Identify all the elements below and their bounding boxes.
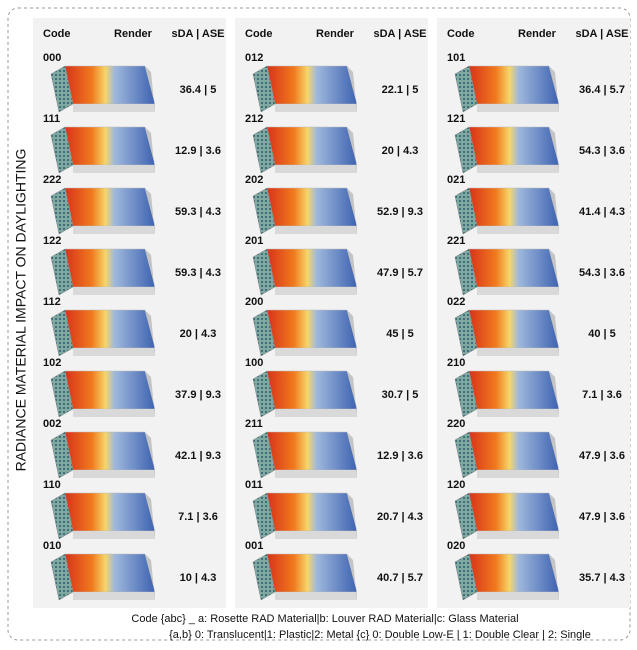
row-code: 021 (447, 174, 465, 186)
render-image (51, 310, 155, 356)
row-code: 201 (245, 235, 263, 247)
row-code: 212 (245, 113, 263, 125)
render-image (253, 432, 357, 478)
render-image (455, 188, 559, 234)
sda-ase-value: 20 | 4.3 (382, 145, 419, 157)
row-code: 222 (43, 174, 61, 186)
column-header: Code (245, 28, 273, 40)
column-header: sDA | ASE (374, 28, 427, 40)
sda-ase-value: 20.7 | 4.3 (377, 511, 423, 523)
row-code: 102 (43, 357, 61, 369)
row-code: 002 (43, 418, 61, 430)
render-image (455, 554, 559, 600)
render-image (253, 310, 357, 356)
footer-line: Code {abc} _ a: Rosette RAD Material|b: … (131, 613, 518, 625)
panel: Code Render sDA | ASE 000 36.4 | 5 111 12.9 | … (33, 18, 226, 608)
sda-ase-value: 54.3 | 3.6 (579, 267, 625, 279)
row-code: 121 (447, 113, 465, 125)
sda-ase-value: 7.1 | 3.6 (178, 511, 218, 523)
sda-ase-value: 47.9 | 3.6 (579, 450, 625, 462)
column-header: Render (316, 28, 355, 40)
render-image (51, 371, 155, 417)
sda-ase-value: 35.7 | 4.3 (579, 572, 625, 584)
render-image (253, 493, 357, 539)
row-code: 221 (447, 235, 465, 247)
sda-ase-value: 42.1 | 9.3 (175, 450, 221, 462)
render-image (253, 66, 357, 112)
row-code: 220 (447, 418, 465, 430)
figure: RADIANCE MATERIAL IMPACT ON DAYLIGHTING … (0, 0, 637, 645)
sda-ase-value: 36.4 | 5.7 (579, 84, 625, 96)
render-image (455, 66, 559, 112)
row-code: 011 (245, 479, 263, 491)
row-code: 210 (447, 357, 465, 369)
column-header: Code (43, 28, 71, 40)
render-image (253, 127, 357, 173)
render-image (51, 554, 155, 600)
render-image (253, 554, 357, 600)
row-code: 012 (245, 52, 263, 64)
sda-ase-value: 36.4 | 5 (180, 84, 217, 96)
row-code: 122 (43, 235, 61, 247)
sda-ase-value: 22.1 | 5 (382, 84, 419, 96)
sda-ase-value: 41.4 | 4.3 (579, 206, 625, 218)
row-code: 202 (245, 174, 263, 186)
sda-ase-value: 54.3 | 3.6 (579, 145, 625, 157)
render-image (455, 310, 559, 356)
sda-ase-value: 47.9 | 3.6 (579, 511, 625, 523)
sda-ase-value: 47.9 | 5.7 (377, 267, 423, 279)
sda-ase-value: 52.9 | 9.3 (377, 206, 423, 218)
column-header: Code (447, 28, 475, 40)
sda-ase-value: 12.9 | 3.6 (377, 450, 423, 462)
render-image (51, 188, 155, 234)
sda-ase-value: 7.1 | 3.6 (582, 389, 622, 401)
render-image (455, 127, 559, 173)
row-code: 000 (43, 52, 61, 64)
render-image (51, 432, 155, 478)
row-code: 001 (245, 540, 263, 552)
column-header: Render (518, 28, 557, 40)
row-code: 112 (43, 296, 61, 308)
sda-ase-value: 59.3 | 4.3 (175, 206, 221, 218)
render-image (51, 493, 155, 539)
panel: Code Render sDA | ASE 101 36.4 | 5.7 121 54.3 … (437, 18, 630, 608)
render-image (253, 371, 357, 417)
render-image (253, 249, 357, 295)
row-code: 111 (43, 113, 60, 125)
panel: Code Render sDA | ASE 012 22.1 | 5 212 20 | 4.… (235, 18, 428, 608)
render-image (455, 249, 559, 295)
sda-ase-value: 59.3 | 4.3 (175, 267, 221, 279)
sda-ase-value: 10 | 4.3 (180, 572, 217, 584)
render-image (455, 371, 559, 417)
sda-ase-value: 30.7 | 5 (382, 389, 419, 401)
column-header: Render (114, 28, 153, 40)
row-code: 120 (447, 479, 465, 491)
render-image (51, 66, 155, 112)
sda-ase-value: 45 | 5 (386, 328, 414, 340)
row-code: 020 (447, 540, 465, 552)
row-code: 022 (447, 296, 465, 308)
render-image (51, 249, 155, 295)
row-code: 211 (245, 418, 263, 430)
sda-ase-value: 12.9 | 3.6 (175, 145, 221, 157)
sda-ase-value: 37.9 | 9.3 (175, 389, 221, 401)
row-code: 010 (43, 540, 61, 552)
column-header: sDA | ASE (576, 28, 629, 40)
row-code: 100 (245, 357, 263, 369)
figure-title: RADIANCE MATERIAL IMPACT ON DAYLIGHTING (13, 149, 29, 472)
render-image (51, 127, 155, 173)
row-code: 200 (245, 296, 263, 308)
row-code: 110 (43, 479, 61, 491)
render-image (253, 188, 357, 234)
sda-ase-value: 40 | 5 (588, 328, 616, 340)
render-image (455, 493, 559, 539)
row-code: 101 (447, 52, 465, 64)
sda-ase-value: 20 | 4.3 (180, 328, 217, 340)
column-header: sDA | ASE (172, 28, 225, 40)
footer-line: {a,b} 0: Translucent|1: Plastic|2: Metal… (169, 629, 591, 641)
sda-ase-value: 40.7 | 5.7 (377, 572, 423, 584)
render-image (455, 432, 559, 478)
